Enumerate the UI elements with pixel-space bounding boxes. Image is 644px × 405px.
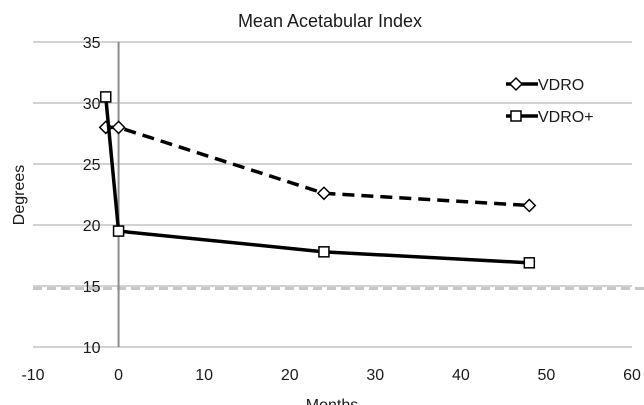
y-tick-label: 10	[83, 340, 101, 357]
series-layer	[98, 91, 537, 269]
x-tick-label: 50	[538, 367, 556, 384]
y-tick-label: 20	[83, 218, 101, 235]
x-tick-label: 40	[452, 367, 470, 384]
x-axis-label: Months	[306, 397, 358, 405]
legend-label: VDRO+	[538, 109, 594, 126]
legend-item: VDRO+	[506, 109, 594, 126]
data-point	[112, 225, 125, 237]
data-point	[99, 91, 112, 103]
data-point	[111, 120, 126, 135]
data-point	[316, 186, 332, 201]
data-point	[522, 198, 537, 213]
series-vdro-plus	[99, 91, 536, 269]
series-line	[103, 96, 530, 265]
legend: VDRO VDRO+	[506, 76, 594, 126]
x-tick-label: -10	[21, 367, 44, 384]
y-tick-label: 15	[83, 279, 101, 296]
y-axis-label: Degrees	[11, 165, 28, 225]
legend-label: VDRO	[538, 77, 584, 94]
legend-marker-diamond-icon	[508, 76, 524, 92]
x-tick-label: 60	[623, 367, 641, 384]
x-tick-label: 30	[366, 367, 384, 384]
y-tick-label: 35	[83, 35, 101, 52]
chart-title: Mean Acetabular Index	[238, 11, 422, 31]
data-point	[523, 257, 536, 269]
x-tick-label: 0	[114, 367, 123, 384]
x-tick-label: 10	[195, 367, 213, 384]
tick-labels: 10 15 20 25 30 35 -10 0 10 20 30 40 50 60	[21, 35, 641, 384]
legend-item: VDRO	[506, 76, 584, 94]
data-point	[318, 246, 330, 258]
x-tick-label: 20	[281, 367, 299, 384]
grid-lines	[33, 41, 632, 348]
y-tick-label: 30	[83, 96, 101, 113]
legend-marker-square-icon	[510, 110, 522, 122]
series-vdro	[98, 120, 537, 213]
y-tick-label: 25	[83, 157, 101, 174]
